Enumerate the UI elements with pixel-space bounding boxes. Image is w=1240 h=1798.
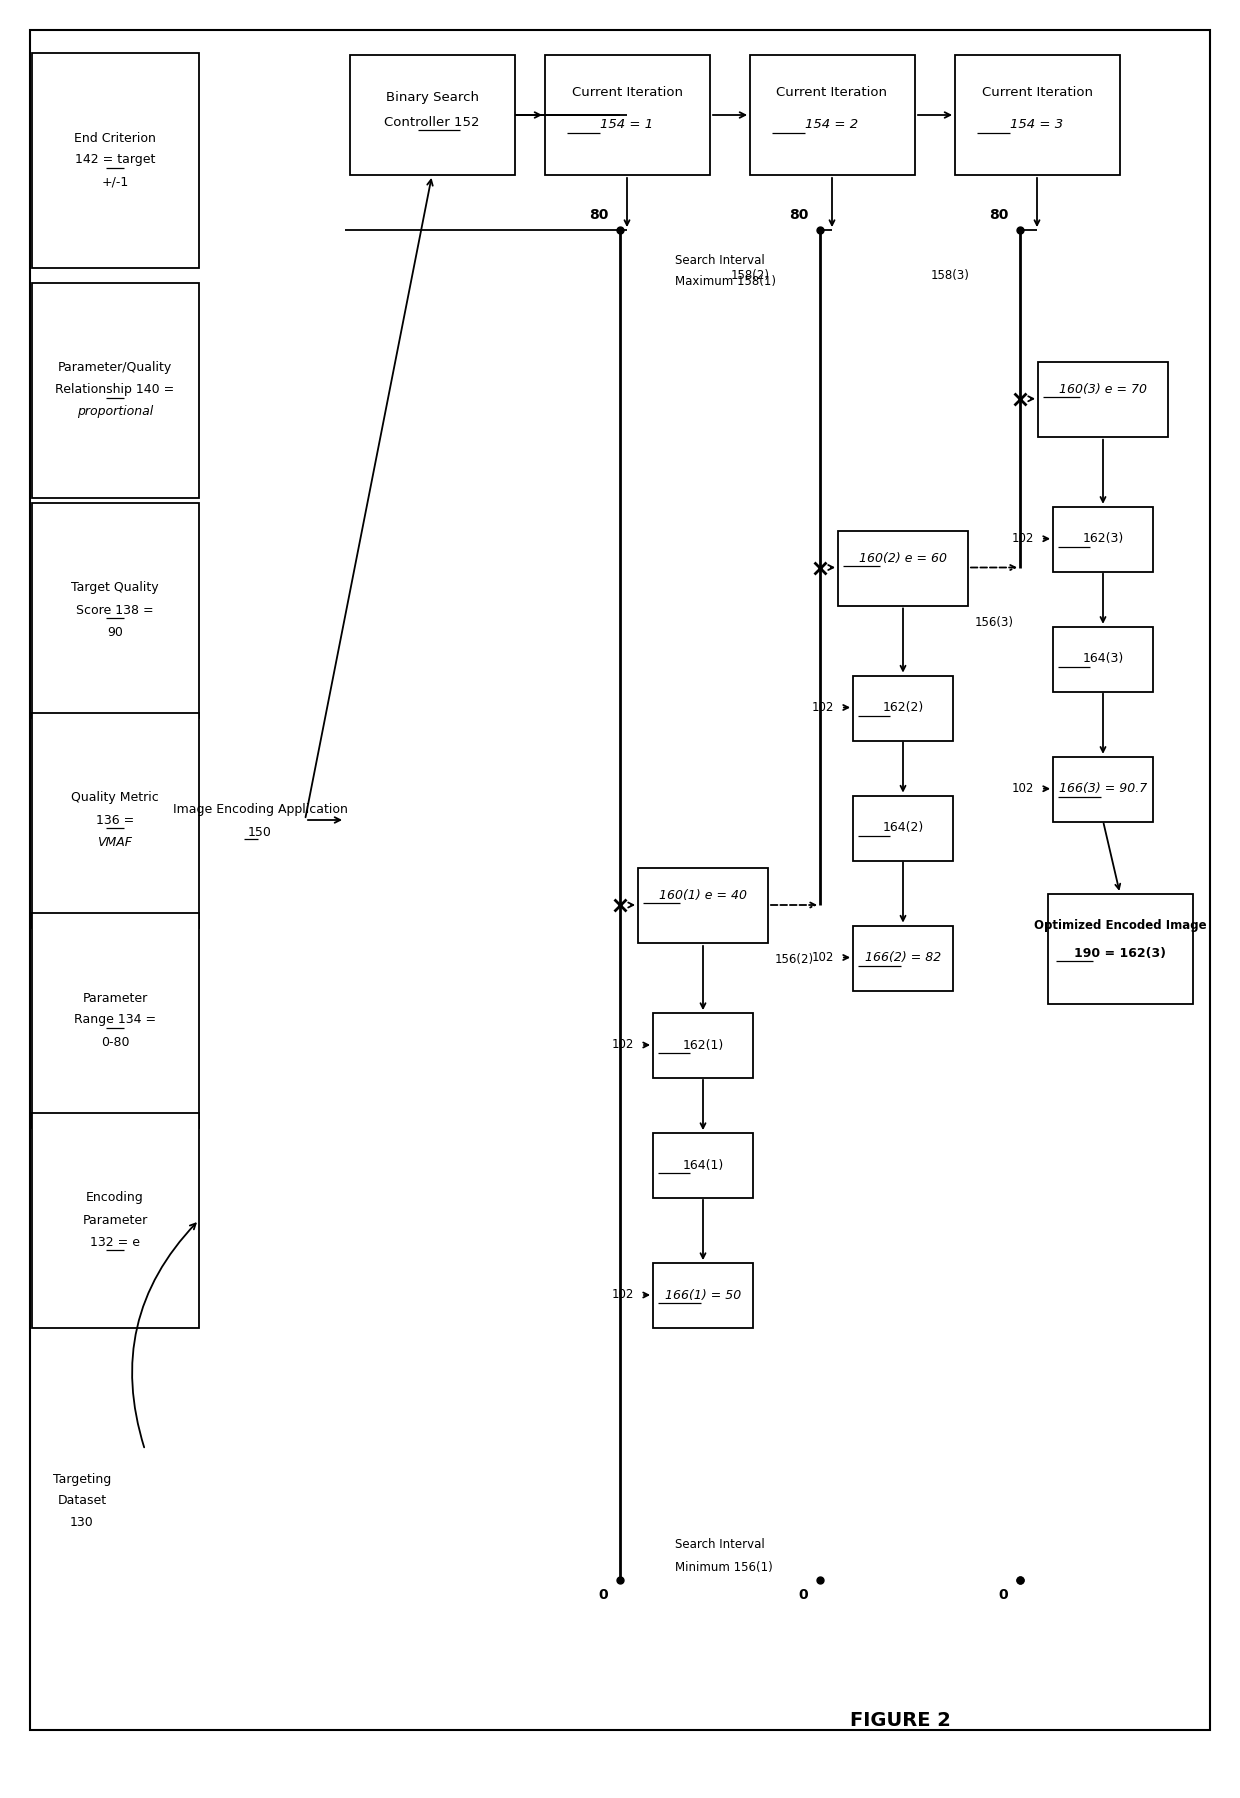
Bar <box>32 1113 198 1329</box>
Text: 132 = e: 132 = e <box>91 1235 140 1248</box>
Text: 80: 80 <box>988 209 1008 221</box>
Bar <box>1048 894 1193 1003</box>
Bar <box>1053 757 1153 822</box>
Text: 166(1) = 50: 166(1) = 50 <box>665 1289 742 1302</box>
Text: Binary Search: Binary Search <box>386 90 479 104</box>
Text: 142 = target: 142 = target <box>74 153 155 167</box>
Text: 0: 0 <box>599 1588 608 1602</box>
Text: 102: 102 <box>1012 782 1034 795</box>
Text: 190 = 162(3): 190 = 162(3) <box>1074 948 1166 960</box>
Bar <box>653 1262 753 1329</box>
Text: Parameter: Parameter <box>82 1214 148 1226</box>
Text: Current Iteration: Current Iteration <box>776 86 888 99</box>
Bar <box>32 52 198 268</box>
Text: 162(3): 162(3) <box>1083 532 1123 545</box>
Text: 80: 80 <box>589 209 608 221</box>
Text: 154 = 1: 154 = 1 <box>600 119 653 131</box>
Text: Search Interval: Search Interval <box>675 254 765 266</box>
Text: FIGURE 2: FIGURE 2 <box>849 1710 950 1730</box>
Text: +/-1: +/-1 <box>102 176 129 189</box>
Text: 164(1): 164(1) <box>682 1158 724 1172</box>
Text: 160(3) e = 70: 160(3) e = 70 <box>1059 383 1147 396</box>
Bar <box>639 868 768 942</box>
Text: 0-80: 0-80 <box>100 1036 129 1048</box>
Bar <box>1053 507 1153 572</box>
Text: Score 138 =: Score 138 = <box>76 604 154 617</box>
Text: 102: 102 <box>611 1289 634 1302</box>
Text: Parameter: Parameter <box>82 991 148 1005</box>
Text: 164(3): 164(3) <box>1083 653 1123 665</box>
Bar <box>1038 361 1168 437</box>
Bar <box>653 1012 753 1079</box>
Bar <box>838 530 968 606</box>
Text: 102: 102 <box>812 951 835 964</box>
Text: Quality Metric: Quality Metric <box>71 791 159 804</box>
Text: Current Iteration: Current Iteration <box>572 86 682 99</box>
Text: Dataset: Dataset <box>57 1494 107 1507</box>
Text: 164(2): 164(2) <box>883 822 924 834</box>
Bar <box>350 56 515 174</box>
Text: Target Quality: Target Quality <box>71 581 159 595</box>
Text: 160(1) e = 40: 160(1) e = 40 <box>658 890 746 903</box>
Text: 156(3): 156(3) <box>975 617 1013 629</box>
Text: 154 = 3: 154 = 3 <box>1011 119 1064 131</box>
Text: 150: 150 <box>248 825 272 838</box>
Text: 160(2) e = 60: 160(2) e = 60 <box>859 552 947 565</box>
Text: 102: 102 <box>611 1039 634 1052</box>
Text: Optimized Encoded Image: Optimized Encoded Image <box>1034 919 1207 931</box>
Text: 162(1): 162(1) <box>682 1039 724 1052</box>
Bar <box>32 282 198 498</box>
Text: Current Iteration: Current Iteration <box>982 86 1092 99</box>
Bar <box>32 913 198 1127</box>
Text: 154 = 2: 154 = 2 <box>806 119 858 131</box>
Text: Parameter/Quality: Parameter/Quality <box>58 361 172 374</box>
Text: 80: 80 <box>789 209 808 221</box>
Bar <box>546 56 711 174</box>
Text: 158(3): 158(3) <box>931 268 970 282</box>
Bar <box>32 714 198 928</box>
Text: 166(3) = 90.7: 166(3) = 90.7 <box>1059 782 1147 795</box>
Text: 130: 130 <box>71 1516 94 1528</box>
Text: End Criterion: End Criterion <box>74 131 156 144</box>
Text: proportional: proportional <box>77 406 153 419</box>
Text: 156(2): 156(2) <box>775 953 813 967</box>
Text: 166(2) = 82: 166(2) = 82 <box>864 951 941 964</box>
Bar <box>853 676 954 741</box>
Text: Minimum 156(1): Minimum 156(1) <box>675 1561 773 1573</box>
Text: 102: 102 <box>812 701 835 714</box>
Text: Maximum 158(1): Maximum 158(1) <box>675 275 776 288</box>
Bar <box>32 503 198 717</box>
Text: 136 =: 136 = <box>95 813 134 827</box>
Text: Targeting: Targeting <box>53 1474 112 1487</box>
Bar <box>653 1133 753 1197</box>
Bar <box>853 926 954 991</box>
Text: 0: 0 <box>998 1588 1008 1602</box>
Text: VMAF: VMAF <box>98 836 133 849</box>
Bar <box>1053 628 1153 692</box>
Bar <box>750 56 915 174</box>
Text: 158(2): 158(2) <box>732 268 770 282</box>
Text: 162(2): 162(2) <box>883 701 924 714</box>
Text: 102: 102 <box>1012 532 1034 545</box>
Bar <box>955 56 1120 174</box>
Text: Image Encoding Application: Image Encoding Application <box>172 804 347 816</box>
Text: Relationship 140 =: Relationship 140 = <box>56 383 175 397</box>
Text: 90: 90 <box>107 626 123 638</box>
Text: Encoding: Encoding <box>86 1192 144 1205</box>
Bar <box>853 795 954 861</box>
Text: 0: 0 <box>799 1588 808 1602</box>
Text: Search Interval: Search Interval <box>675 1539 765 1552</box>
Text: Range 134 =: Range 134 = <box>74 1014 156 1027</box>
Text: Controller 152: Controller 152 <box>384 117 480 129</box>
